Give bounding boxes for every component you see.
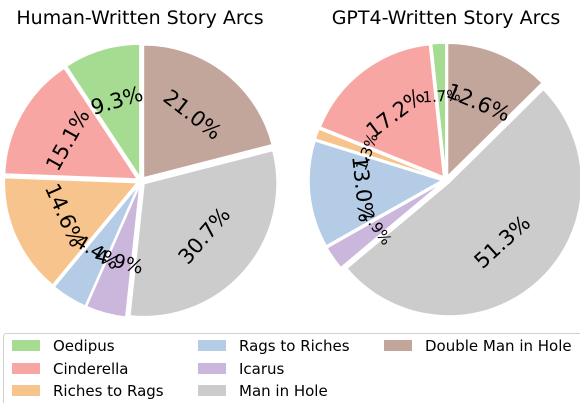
human-slice-rags-to-riches — [53, 183, 140, 308]
gpt4-pie-chart: GPT4-Written Story Arcs 1.7%17.2%1.3%13.… — [308, 7, 580, 317]
legend-label-cinderella: Cinderella — [53, 360, 129, 378]
legend-swatch-rags-to-riches — [198, 340, 226, 351]
gpt4-slice-riches-to-rags — [314, 127, 443, 180]
legend-frame — [3, 333, 580, 403]
human-slice-cinderella — [3, 67, 139, 180]
legend-swatch-riches-to-rags — [12, 385, 40, 396]
gpt4-pie-slices — [308, 42, 580, 317]
gpt4-slice-man-in-hole — [345, 88, 580, 317]
gpt4-slice-label-oedipus: 1.7% — [422, 86, 461, 106]
gpt4-pie-title: GPT4-Written Story Arcs — [332, 7, 561, 29]
legend-label-double-man-in-hole: Double Man in Hole — [425, 337, 572, 355]
legend-label-man-in-hole: Man in Hole — [239, 382, 328, 400]
legend-label-rags-to-riches: Rags to Riches — [239, 337, 350, 355]
legend: Oedipus Cinderella Riches to Rags Rags to R… — [3, 333, 580, 403]
legend-label-oedipus: Oedipus — [53, 337, 115, 355]
legend-items: Oedipus Cinderella Riches to Rags Rags to R… — [12, 337, 572, 400]
gpt4-slice-icarus — [325, 181, 444, 269]
legend-label-riches-to-rags: Riches to Rags — [53, 382, 164, 400]
human-slice-riches-to-rags — [3, 176, 139, 287]
human-pie-chart: Human-Written Story Arcs 9.3%15.1%14.6%4… — [3, 7, 278, 318]
legend-swatch-oedipus — [12, 340, 40, 351]
human-pie-slices — [3, 43, 278, 318]
gpt4-slice-oedipus — [430, 42, 447, 177]
legend-swatch-double-man-in-hole — [384, 340, 412, 351]
human-slice-oedipus — [65, 43, 141, 180]
human-slice-icarus — [85, 184, 141, 318]
legend-swatch-man-in-hole — [198, 385, 226, 396]
gpt4-slice-double-man-in-hole — [446, 42, 544, 179]
legend-label-icarus: Icarus — [239, 360, 285, 378]
human-slice-man-in-hole — [129, 149, 278, 318]
human-pie-title: Human-Written Story Arcs — [16, 7, 263, 29]
legend-swatch-cinderella — [12, 363, 40, 374]
legend-swatch-icarus — [198, 363, 226, 374]
gpt4-slice-cinderella — [319, 43, 445, 178]
gpt4-slice-rags-to-riches — [308, 139, 444, 247]
human-slice-double-man-in-hole — [142, 44, 274, 179]
